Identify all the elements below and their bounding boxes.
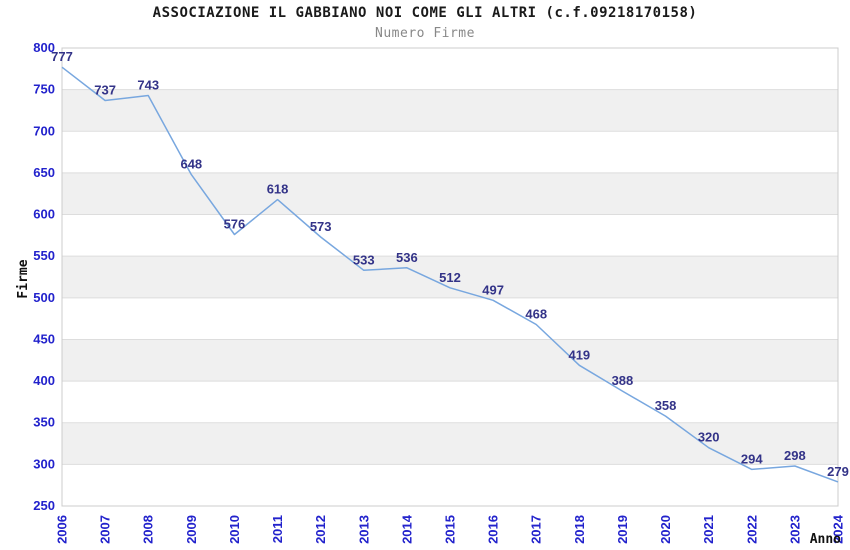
plot-band bbox=[62, 256, 838, 298]
x-tick-label: 2022 bbox=[744, 515, 759, 544]
y-tick-label: 400 bbox=[33, 373, 55, 388]
y-tick-label: 500 bbox=[33, 290, 55, 305]
x-tick-label: 2006 bbox=[55, 515, 70, 544]
data-point-label: 294 bbox=[741, 451, 763, 466]
y-tick-label: 800 bbox=[33, 40, 55, 55]
data-point-label: 320 bbox=[698, 430, 720, 445]
data-point-label: 388 bbox=[612, 373, 634, 388]
y-tick-label: 600 bbox=[33, 207, 55, 222]
data-point-label: 618 bbox=[267, 182, 289, 197]
y-tick-label: 350 bbox=[33, 415, 55, 430]
x-tick-label: 2015 bbox=[443, 515, 458, 544]
x-tick-label: 2017 bbox=[529, 515, 544, 544]
y-tick-label: 650 bbox=[33, 165, 55, 180]
series-line bbox=[61, 66, 839, 483]
x-tick-label: 2008 bbox=[141, 515, 156, 544]
data-point-label: 358 bbox=[655, 398, 677, 413]
data-point-label: 279 bbox=[827, 464, 849, 479]
x-tick-label: 2021 bbox=[701, 515, 716, 544]
x-tick-label: 2016 bbox=[486, 515, 501, 544]
data-point-label: 737 bbox=[94, 82, 116, 97]
plot-band bbox=[62, 422, 838, 465]
x-axis-title: Anno bbox=[810, 532, 841, 547]
data-point-label: 743 bbox=[137, 77, 159, 92]
chart-subtitle: Numero Firme bbox=[375, 26, 475, 41]
x-tick-label: 2024 bbox=[831, 514, 846, 544]
plot-band bbox=[62, 89, 838, 132]
x-tick-label: 2014 bbox=[399, 514, 414, 544]
y-axis-title: Firme bbox=[16, 259, 31, 298]
x-tick-label: 2012 bbox=[313, 515, 328, 544]
x-tick-label: 2010 bbox=[227, 515, 242, 544]
data-point-label: 298 bbox=[784, 448, 806, 463]
x-tick-label: 2009 bbox=[184, 515, 199, 544]
data-point-label: 497 bbox=[482, 282, 504, 297]
y-tick-label: 750 bbox=[33, 82, 55, 97]
data-point-label: 536 bbox=[396, 250, 418, 265]
x-tick-label: 2018 bbox=[572, 515, 587, 544]
data-point-label: 576 bbox=[224, 217, 246, 232]
y-tick-label: 450 bbox=[33, 331, 55, 346]
data-point-label: 573 bbox=[310, 219, 332, 234]
x-tick-label: 2007 bbox=[98, 515, 113, 544]
data-point-label: 777 bbox=[51, 49, 73, 64]
x-tick-label: 2011 bbox=[270, 515, 285, 543]
x-tick-label: 2019 bbox=[615, 515, 630, 544]
y-tick-label: 550 bbox=[33, 248, 55, 263]
x-tick-label: 2023 bbox=[787, 515, 802, 544]
data-point-label: 648 bbox=[180, 157, 202, 172]
x-tick-label: 2020 bbox=[658, 515, 673, 544]
y-tick-label: 700 bbox=[33, 123, 55, 138]
chart-title: ASSOCIAZIONE IL GABBIANO NOI COME GLI AL… bbox=[152, 5, 698, 21]
plot-border bbox=[61, 47, 839, 507]
plot-band bbox=[62, 172, 838, 215]
data-point-label: 533 bbox=[353, 252, 375, 267]
y-tick-label: 250 bbox=[33, 498, 55, 513]
data-point-label: 468 bbox=[525, 306, 547, 321]
data-point-label: 419 bbox=[568, 347, 590, 362]
plot-band bbox=[62, 339, 838, 382]
data-point-label: 512 bbox=[439, 270, 461, 285]
x-tick-label: 2013 bbox=[356, 515, 371, 544]
y-tick-label: 300 bbox=[33, 456, 55, 471]
